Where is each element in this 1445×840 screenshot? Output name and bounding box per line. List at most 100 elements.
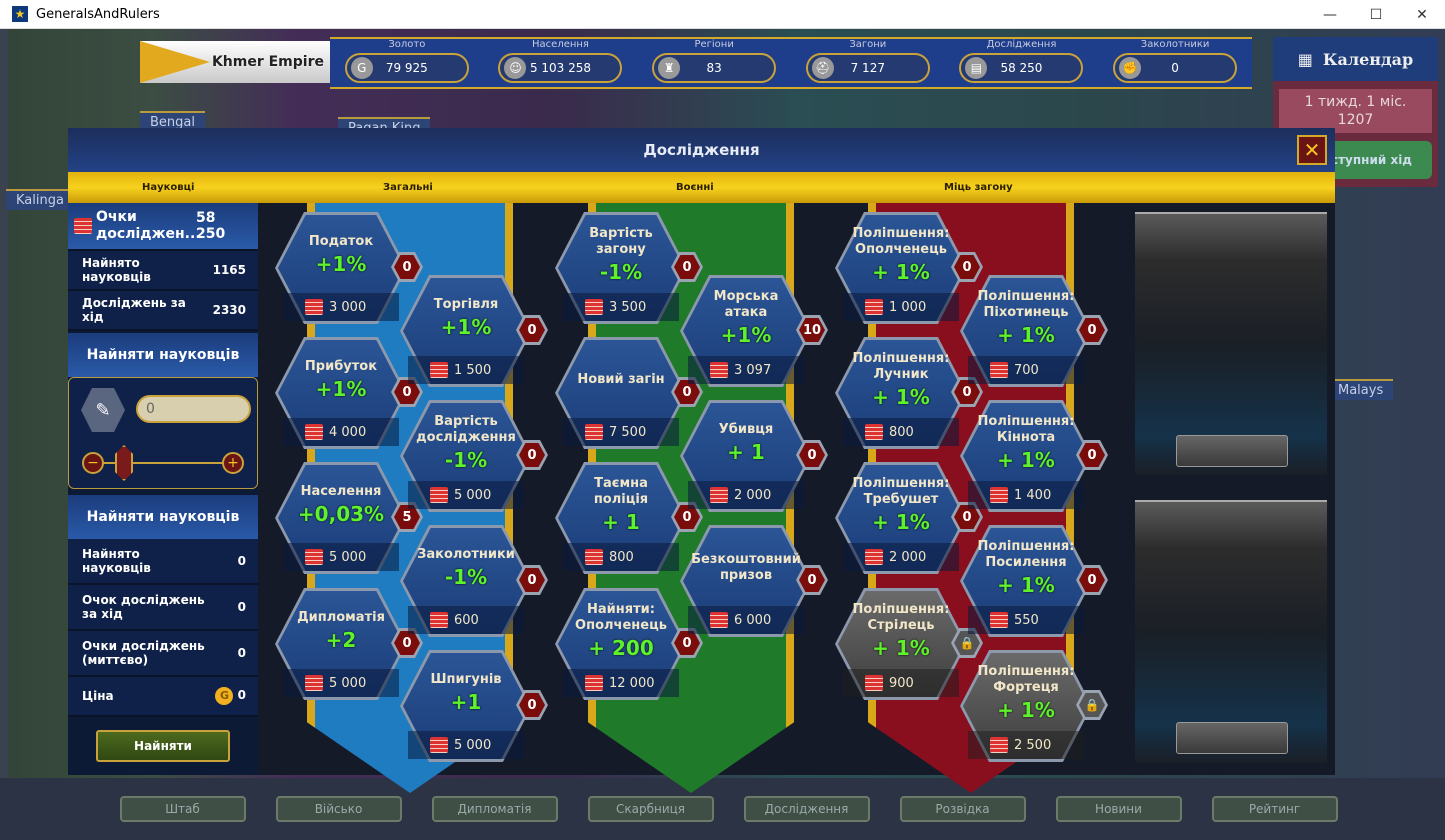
research-tile[interactable]: Прибуток +1% 4 000 0 (275, 337, 423, 449)
resource-0[interactable]: Золото G 79 925 (344, 39, 469, 83)
minimize-button[interactable]: — (1323, 6, 1337, 23)
tile-value: + 1% (872, 385, 930, 409)
research-points-label: Очки досліджен... (96, 209, 201, 242)
resource-4[interactable]: Дослідження ▤ 58 250 (959, 39, 1084, 83)
tile-cost: 2 000 (734, 487, 772, 503)
tile-level: 0 (1079, 568, 1105, 592)
resource-5[interactable]: Заколотники ✊ 0 (1113, 39, 1238, 83)
tile-value: + 1% (997, 448, 1055, 472)
resource-value: 79 925 (385, 61, 428, 75)
research-tile[interactable]: Поліпшення: Фортеця + 1% 2 500 🔒 (960, 650, 1108, 762)
nav-button-5[interactable]: Розвідка (899, 796, 1026, 822)
resource-label: Дослідження (986, 39, 1057, 50)
books-icon (305, 549, 323, 565)
books-icon (430, 487, 448, 503)
research-points-row: Очки досліджен... 58 250 (68, 203, 258, 251)
summary-value: 0 (237, 554, 246, 568)
tile-level: 0 (519, 443, 545, 467)
nav-button-7[interactable]: Рейтинг (1211, 796, 1338, 822)
research-tile[interactable]: Торгівля +1% 1 500 0 (400, 275, 548, 387)
tile-value: + 200 (588, 636, 654, 660)
map-label-malays[interactable]: Malays (1328, 379, 1394, 400)
tile-value: + 1 (602, 510, 640, 534)
decrease-button[interactable]: − (82, 452, 104, 474)
research-tile[interactable]: Таємна поліція + 1 800 0 (555, 462, 703, 574)
research-tile[interactable]: Поліпшення: Ополченець + 1% 1 000 0 (835, 212, 983, 324)
maximize-button[interactable]: ☐ (1369, 6, 1383, 23)
research-tile[interactable]: Поліпшення: Лучник + 1% 800 0 (835, 337, 983, 449)
tile-title: Найняти: Ополченець (575, 602, 667, 633)
map-label-bengal[interactable]: Bengal (140, 111, 205, 132)
research-tile[interactable]: Дипломатія +2 5 000 0 (275, 588, 423, 700)
research-tile[interactable]: Заколотники -1% 600 0 (400, 525, 548, 637)
nav-button-2[interactable]: Дипломатія (431, 796, 558, 822)
books-icon (305, 424, 323, 440)
slider-thumb[interactable] (115, 445, 133, 481)
modal-header: Дослідження ✕ (68, 128, 1335, 172)
close-window-button[interactable]: ✕ (1416, 6, 1428, 23)
date-week-month: 1 тижд. 1 міс. (1304, 94, 1407, 110)
research-tile[interactable]: Поліпшення: Кіннота + 1% 1 400 0 (960, 400, 1108, 512)
slot-button-2[interactable] (1176, 722, 1288, 754)
books-icon (710, 362, 728, 378)
increase-button[interactable]: + (222, 452, 244, 474)
calendar-date: 1 тижд. 1 міс. 1207 (1279, 89, 1432, 133)
nav-button-3[interactable]: Скарбниця (587, 796, 714, 822)
tile-title: Поліпшення: Ополченець (852, 226, 950, 257)
research-tile[interactable]: Поліпшення: Требушет + 1% 2 000 0 (835, 462, 983, 574)
research-tile[interactable]: Шпигунів +1 5 000 0 (400, 650, 548, 762)
research-tile[interactable]: Новий загін 7 500 0 (555, 337, 703, 449)
tab-troop-power[interactable]: Міць загону (944, 182, 1013, 193)
slider-track[interactable] (93, 462, 233, 464)
slot-button-1[interactable] (1176, 435, 1288, 467)
research-tile[interactable]: Безкоштовний призов 6 000 0 (680, 525, 828, 637)
tab-general[interactable]: Загальні (383, 182, 433, 193)
resource-2[interactable]: Регіони ♜ 83 (652, 39, 777, 83)
empire-banner[interactable]: Khmer Empire (140, 41, 330, 83)
hire-button[interactable]: Найняти (96, 730, 230, 762)
research-tile[interactable]: Поліпшення: Піхотинець + 1% 700 0 (960, 275, 1108, 387)
resource-3[interactable]: Загони ⛑ 7 127 (805, 39, 930, 83)
close-modal-button[interactable]: ✕ (1297, 135, 1327, 165)
books-icon (865, 299, 883, 315)
tile-title: Таємна поліція (593, 476, 649, 507)
resource-1[interactable]: Населення ☺ 5 103 258 (498, 39, 623, 83)
tile-value: + 1% (997, 573, 1055, 597)
helmet-icon: ⛑ (811, 57, 834, 79)
books-icon (585, 675, 603, 691)
tile-title: Поліпшення: Требушет (852, 476, 950, 507)
research-tile[interactable]: Морська атака +1% 3 097 10 (680, 275, 828, 387)
nav-button-4[interactable]: Дослідження (743, 796, 870, 822)
tab-military[interactable]: Воєнні (676, 182, 714, 193)
tile-cost: 1 500 (454, 362, 492, 378)
nav-button-1[interactable]: Військо (275, 796, 402, 822)
price-value: 0 (237, 688, 246, 702)
research-tile[interactable]: Податок +1% 3 000 0 (275, 212, 423, 324)
research-tile[interactable]: Вартість дослідження -1% 5 000 0 (400, 400, 548, 512)
population-icon: ☺ (504, 57, 527, 79)
research-tile[interactable]: Поліпшення: Стрілець + 1% 900 🔒 (835, 588, 983, 700)
resource-label: Загони (849, 39, 887, 50)
research-tile[interactable]: Вартість загону -1% 3 500 0 (555, 212, 703, 324)
tile-title: Убивця (718, 422, 774, 437)
app-star-icon: ★ (12, 6, 28, 22)
nav-button-6[interactable]: Новини (1055, 796, 1182, 822)
level-badge: 0 (1076, 315, 1108, 345)
research-tile[interactable]: Населення +0,03% 5 000 5 (275, 462, 423, 574)
tile-cost: 700 (1014, 362, 1039, 378)
research-tile[interactable]: Поліпшення: Посилення + 1% 550 0 (960, 525, 1108, 637)
tile-cost: 5 000 (329, 675, 367, 691)
tile-title: Населення (300, 484, 382, 499)
nav-button-0[interactable]: Штаб (119, 796, 246, 822)
hire-count-input[interactable]: 0 (136, 395, 251, 423)
summary-label: Очки досліджень (миттєво) (82, 639, 205, 667)
level-badge: 10 (796, 315, 828, 345)
tile-title: Дипломатія (297, 610, 385, 625)
research-tile[interactable]: Убивця + 1 2 000 0 (680, 400, 828, 512)
calendar-icon: ▦ (1297, 49, 1313, 69)
map-label-kalinga[interactable]: Kalinga (6, 189, 74, 210)
resource-label: Заколотники (1140, 39, 1210, 50)
research-tile[interactable]: Найняти: Ополченець + 200 12 000 0 (555, 588, 703, 700)
tab-scientists[interactable]: Науковці (142, 182, 195, 193)
tile-title: Вартість дослідження (416, 414, 516, 445)
